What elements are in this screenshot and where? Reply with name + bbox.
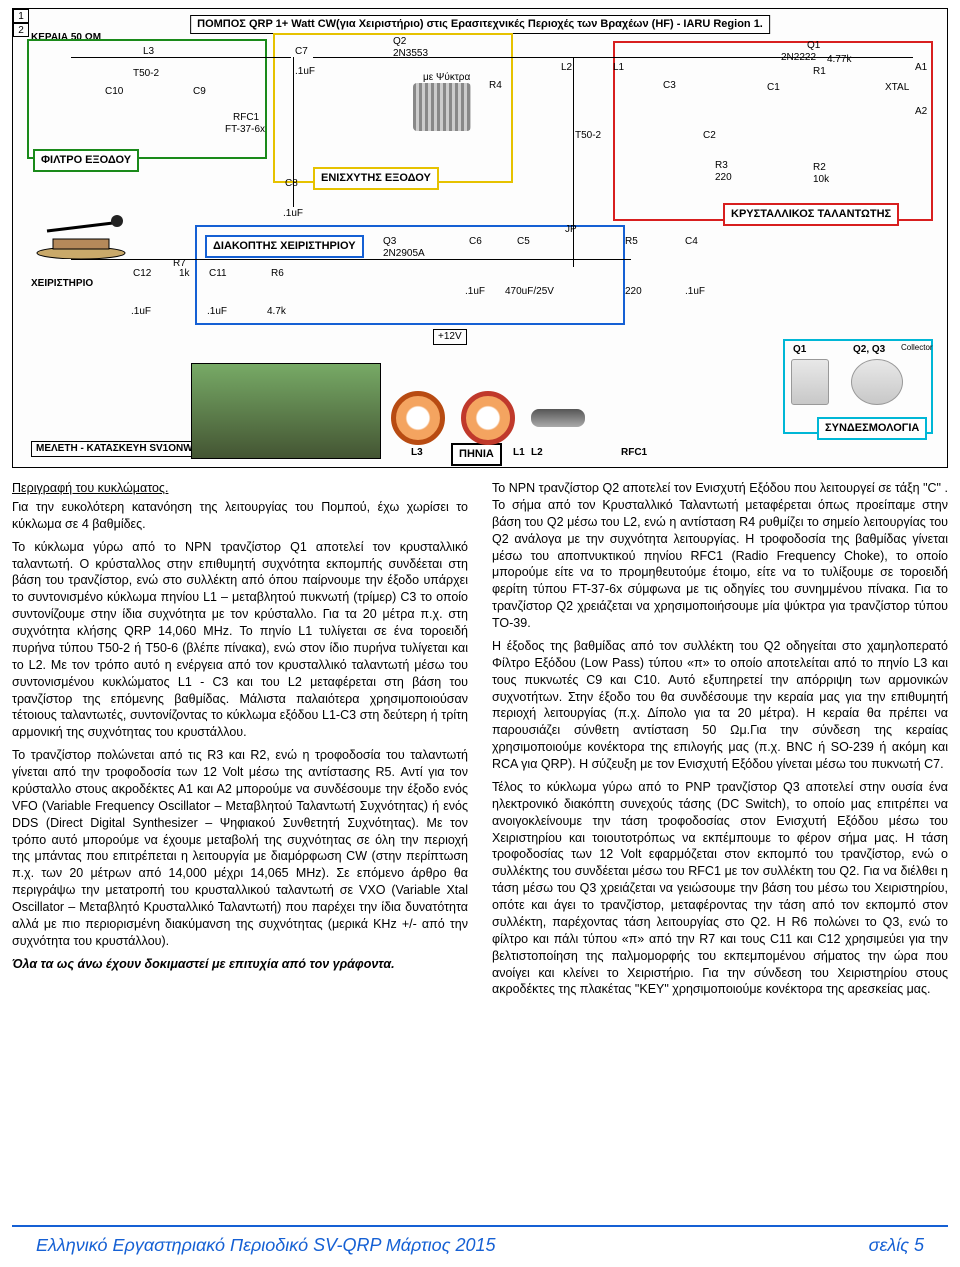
to39-icon [851,359,903,405]
comp-a2: A2 [915,105,927,119]
comp-r1v: 4.77k [827,53,851,67]
comp-c4: C4 [685,235,698,249]
comp-c7v: .1uF [295,65,315,79]
comp-c4v: .1uF [685,285,705,299]
photo-strip [191,363,381,459]
comp-c6: C6 [469,235,482,249]
comp-c9: C9 [193,85,206,99]
comp-c6v: .1uF [465,285,485,299]
comp-a1: A1 [915,61,927,75]
pin-q23: Q2, Q3 [853,343,885,357]
comp-r5v: 220 [625,285,642,299]
left-column: Περιγραφή του κυκλώματος. Για την ευκολό… [12,480,468,1215]
article-columns: Περιγραφή του κυκλώματος. Για την ευκολό… [12,480,948,1215]
comp-t50: T50-2 [133,67,159,81]
pin-q1: Q1 [793,343,806,357]
xtal-osc-region [613,41,933,221]
comp-t50b: T50-2 [575,129,601,143]
comp-c5v: 470uF/25V [505,285,554,299]
coil-l1l2-icon [461,391,515,445]
comp-c7: C7 [295,45,308,59]
comp-c12: C12 [133,267,151,281]
comp-r6: R6 [271,267,284,281]
comp-r1: R1 [813,65,826,79]
footer-right: σελίς 5 [869,1233,924,1257]
footer-left: Ελληνικό Εργαστηριακό Περιοδικό SV-QRP Μ… [36,1233,496,1257]
paragraph: Η έξοδος της βαθμίδας από τον συλλέκτη τ… [492,638,948,773]
coil-l1-label: L1 [513,446,525,460]
comp-rfc1t: FT-37-6x [225,123,265,137]
comp-c10: C10 [105,85,123,99]
comp-r3v: 220 [715,171,732,185]
coil-rfc1-label: RFC1 [621,446,647,460]
paragraph: Το τρανζίστορ πολώνεται από τις R3 και R… [12,747,468,950]
paragraph: Το NPN τρανζίστορ Q2 αποτελεί τον Ενισχυ… [492,480,948,632]
comp-c8v: .1uF [283,207,303,221]
article-heading: Περιγραφή του κυκλώματος. [12,480,468,497]
morse-key-icon [33,209,129,259]
xtal-osc-label: ΚΡΥΣΤΑΛΛΙΚΟΣ ΤΑΛΑΝΤΩΤΗΣ [723,203,899,226]
key-label: ΧΕΙΡΙΣΤΗΡΙΟ [31,277,93,291]
comp-c12v: .1uF [131,305,151,319]
comp-c11v: .1uF [207,305,227,319]
credit-label: ΜΕΛΕΤΗ - ΚΑΤΑΣΚΕΥΗ SV1ONW [31,441,198,457]
coil-l3-icon [391,391,445,445]
pinout-label: ΣΥΝΔΕΣΜΟΛΟΓΙΑ [817,417,927,440]
comp-c3: C3 [663,79,676,93]
comp-l2: L2 [561,61,572,75]
right-column: Το NPN τρανζίστορ Q2 αποτελεί τον Ενισχυ… [492,480,948,1215]
paragraph: Τέλος το κύκλωμα γύρω από το PNP τρανζίσ… [492,779,948,998]
comp-q2t: 2N3553 [393,47,428,61]
output-filter-label: ΦΙΛΤΡΟ ΕΞΟΔΟΥ [33,149,139,172]
comp-r4: R4 [489,79,502,93]
to92-icon [791,359,829,405]
output-amp-label: ΕΝΙΣΧΥΤΗΣ ΕΞΟΔΟΥ [313,167,439,190]
comp-xtal: XTAL [885,81,909,95]
comp-c5: C5 [517,235,530,249]
page-footer: Ελληνικό Εργαστηριακό Περιοδικό SV-QRP Μ… [12,1227,948,1267]
coil-l2-label: L2 [531,446,543,460]
heatsink-icon [413,83,471,131]
comp-c2: C2 [703,129,716,143]
coils-label: ΠΗΝΙΑ [451,443,502,466]
coil-rfc1-icon [531,409,585,427]
comp-r2v: 10k [813,173,829,187]
comp-jp: JP [565,223,577,237]
schematic-title: ΠΟΜΠΟΣ QRP 1+ Watt CW(για Χειριστήριο) σ… [190,15,770,34]
comp-r6v: 4.7k [267,305,286,319]
paragraph: Το κύκλωμα γύρω από το NPN τρανζίστορ Q1… [12,539,468,742]
comp-l1: L1 [613,61,624,75]
author-note: Όλα τα ως άνω έχουν δοκιμαστεί με επιτυχ… [12,956,468,973]
paragraph: Για την ευκολότερη κατανόηση της λειτουρ… [12,499,468,533]
antenna-port: 2 [13,23,29,37]
comp-c1: C1 [767,81,780,95]
schematic-figure: ΠΟΜΠΟΣ QRP 1+ Watt CW(για Χειριστήριο) σ… [12,8,948,468]
build-photo [191,363,381,459]
comp-c8: C8 [285,177,298,191]
pin-collector: Collector [901,343,933,354]
comp-psu: +12V [433,329,467,345]
coil-photos [391,391,585,445]
key-switch-label: ΔΙΑΚΟΠΤΗΣ ΧΕΙΡΙΣΤΗΡΙΟΥ [205,235,364,258]
page: ΠΟΜΠΟΣ QRP 1+ Watt CW(για Χειριστήριο) σ… [0,0,960,1267]
comp-r5: R5 [625,235,638,249]
comp-c11: C11 [209,267,227,281]
coil-l3-label: L3 [411,446,423,460]
antenna-port: 1 [13,9,29,23]
